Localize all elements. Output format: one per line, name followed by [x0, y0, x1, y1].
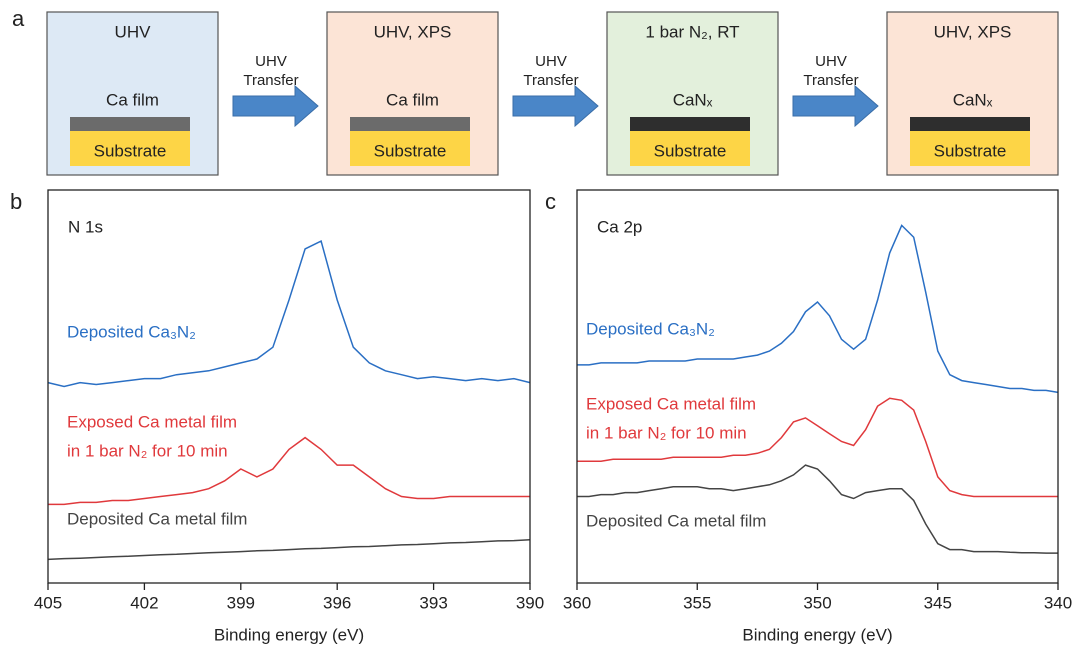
arrow-label: Transfer — [803, 72, 858, 89]
film-layer — [70, 117, 190, 131]
arrow-label: UHV — [815, 53, 847, 70]
substrate-layer — [70, 131, 190, 166]
substrate-label: Substrate — [94, 141, 167, 160]
transfer-arrow — [232, 84, 319, 128]
series-label: Exposed Ca metal film — [67, 412, 237, 431]
substrate-layer — [910, 131, 1030, 166]
x-tick-label: 360 — [563, 593, 591, 612]
plot-frame — [47, 189, 531, 584]
spectrum-line — [47, 539, 531, 561]
x-tick-label: 350 — [803, 593, 831, 612]
arrow-label: Transfer — [243, 72, 298, 89]
substrate-label: Substrate — [934, 141, 1007, 160]
x-tick-label: 399 — [227, 593, 255, 612]
spectrum-line — [577, 397, 1058, 498]
chart-title: N 1s — [68, 217, 103, 236]
step-header: UHV, XPS — [374, 22, 452, 41]
transfer-arrow — [792, 84, 879, 128]
panel-label: b — [10, 189, 22, 214]
film-layer — [910, 117, 1030, 131]
spectrum-line — [47, 240, 531, 388]
panel-label: a — [12, 6, 25, 31]
substrate-layer — [350, 131, 470, 166]
plot-frame — [576, 189, 1059, 584]
film-label: CaNₓ — [673, 90, 713, 109]
arrow-label: Transfer — [523, 72, 578, 89]
film-label: Ca film — [386, 90, 439, 109]
film-layer — [630, 117, 750, 131]
x-axis-label: Binding energy (eV) — [742, 625, 892, 644]
x-axis-label: Binding energy (eV) — [214, 625, 364, 644]
x-tick-label: 393 — [419, 593, 447, 612]
chart-title: Ca 2p — [597, 217, 642, 236]
x-tick-label: 405 — [34, 593, 62, 612]
arrow-label: UHV — [535, 53, 567, 70]
series-label: Deposited Ca₃N₂ — [586, 319, 715, 338]
series-label: Deposited Ca metal film — [586, 511, 766, 530]
film-label: CaNₓ — [953, 90, 993, 109]
x-tick-label: 390 — [516, 593, 544, 612]
film-layer — [350, 117, 470, 131]
substrate-layer — [630, 131, 750, 166]
x-tick-label: 396 — [323, 593, 351, 612]
x-tick-label: 355 — [683, 593, 711, 612]
series-label: Deposited Ca metal film — [67, 509, 247, 528]
substrate-label: Substrate — [374, 141, 447, 160]
x-tick-label: 345 — [924, 593, 952, 612]
transfer-arrow — [512, 84, 599, 128]
step-header: UHV — [115, 22, 152, 41]
series-label: in 1 bar N₂ for 10 min — [586, 423, 747, 442]
series-label: Exposed Ca metal film — [586, 394, 756, 413]
spectrum-line — [577, 224, 1059, 394]
panel-label: c — [545, 189, 556, 214]
step-header: UHV, XPS — [934, 22, 1012, 41]
spectrum-line — [577, 464, 1058, 554]
x-tick-label: 340 — [1044, 593, 1072, 612]
arrow-label: UHV — [255, 53, 287, 70]
step-header: 1 bar N₂, RT — [645, 22, 739, 41]
film-label: Ca film — [106, 90, 159, 109]
spectrum-line — [48, 436, 530, 506]
substrate-label: Substrate — [654, 141, 727, 160]
series-label: Deposited Ca₃N₂ — [67, 322, 196, 341]
series-label: in 1 bar N₂ for 10 min — [67, 441, 228, 460]
x-tick-label: 402 — [130, 593, 158, 612]
